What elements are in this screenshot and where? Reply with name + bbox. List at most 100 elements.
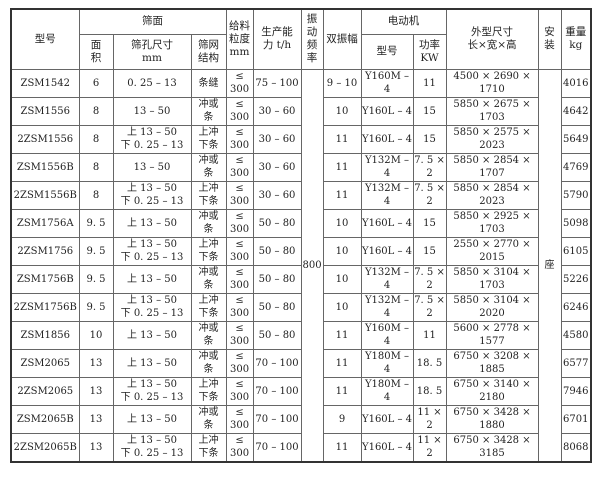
- header-feed-size: 给料 粒度 mm: [225, 8, 254, 70]
- header-motor-power: 功率 KW: [412, 33, 447, 70]
- text-line: ≤: [235, 323, 244, 334]
- text-line: 下 0. 25 – 13: [120, 196, 184, 207]
- header-area: 面积: [78, 33, 114, 70]
- text-line: 上 13 – 50: [127, 329, 177, 341]
- cell-motor-model: Y132M – 4: [360, 152, 414, 182]
- text-line: 300: [229, 224, 250, 235]
- cell-dimensions: 4500 × 2690 × 1710: [445, 68, 539, 98]
- text-line: ≤: [235, 99, 244, 110]
- cell-aperture: 上 13 – 50: [112, 264, 192, 294]
- cell-mesh: 冲或条: [190, 208, 227, 238]
- cell-aperture: 上 13 – 50: [112, 404, 192, 434]
- cell-area: 8: [78, 152, 114, 182]
- cell-motor-model: Y160L – 4: [360, 208, 414, 238]
- header-motor-model: 型号: [360, 33, 414, 70]
- text-line: 给料: [229, 19, 251, 32]
- text-line: 上冲: [198, 435, 219, 446]
- cell-feed: ≤300: [225, 348, 254, 378]
- cell-mesh: 冲或条: [190, 264, 227, 294]
- text-line: 13 – 50: [133, 161, 171, 173]
- text-line: 300: [229, 84, 250, 95]
- text-line: 13 – 50: [133, 105, 171, 117]
- header-weight: 重量 kg: [560, 8, 592, 70]
- text-line: 条: [203, 420, 214, 431]
- cell-mesh: 冲或条: [190, 320, 227, 350]
- text-line: 功率: [419, 38, 441, 51]
- text-line: 筛网: [198, 38, 219, 51]
- text-line: ≤: [235, 407, 244, 418]
- text-line: 上 13 – 50: [127, 295, 177, 306]
- table-row: 2ZSM2065 13 上 13 – 50 下 0. 25 – 13 上冲 下条 ≤300 7…: [10, 376, 592, 406]
- cell-dimensions: 6750 × 3140 × 2180: [445, 376, 539, 406]
- cell-area: 13: [78, 348, 114, 378]
- cell-capacity: 70 – 100: [252, 348, 302, 378]
- text-line: 下条: [198, 196, 219, 207]
- text-line: kg: [569, 39, 583, 52]
- cell-aperture: 13 – 50: [112, 96, 192, 126]
- cell-model: ZSM1556B: [10, 152, 80, 182]
- cell-model: ZSM1542: [10, 68, 80, 98]
- text-line: 300: [229, 196, 250, 207]
- cell-capacity: 30 – 60: [252, 152, 302, 182]
- cell-amplitude: 10: [322, 236, 362, 266]
- cell-mesh: 上冲 下条: [190, 292, 227, 322]
- header-dimensions: 外型尺寸 长×宽×高: [445, 8, 539, 70]
- text-line: 条: [203, 112, 214, 123]
- cell-weight: 4580: [560, 320, 592, 350]
- cell-motor-power: 15: [412, 96, 447, 126]
- text-line: 下 0. 25 – 13: [120, 448, 184, 459]
- header-aperture: 筛孔尺寸 mm: [112, 33, 192, 70]
- table-row: ZSM1556 8 13 – 50 冲或条 ≤300 30 – 60 10 Y160L – 4…: [10, 96, 592, 126]
- text-line: 300: [229, 252, 250, 263]
- text-line: 300: [229, 392, 250, 403]
- text-line: 装: [544, 39, 555, 52]
- text-line: ≤: [235, 351, 244, 362]
- text-line: 重量: [565, 26, 587, 39]
- cell-aperture: 上 13 – 50 下 0. 25 – 13: [112, 376, 192, 406]
- header-screen-surface: 筛面: [78, 8, 227, 35]
- cell-model: 2ZSM2065B: [10, 432, 80, 462]
- cell-mesh: 冲或条: [190, 404, 227, 434]
- cell-amplitude: 9: [322, 404, 362, 434]
- text-line: 上 13 – 50: [127, 357, 177, 369]
- cell-capacity: 50 – 80: [252, 292, 302, 322]
- table-row: 2ZSM1556 8 上 13 – 50 下 0. 25 – 13 上冲 下条 ≤300 30…: [10, 124, 592, 154]
- cell-motor-power: 11: [412, 320, 447, 350]
- cell-motor-power: 15: [412, 208, 447, 238]
- text-line: 冲或: [198, 99, 219, 110]
- cell-area: 9. 5: [78, 264, 114, 294]
- text-line: 300: [229, 280, 250, 291]
- cell-model: 2ZSM1556B: [10, 180, 80, 210]
- text-line: ≤: [235, 211, 244, 222]
- text-line: 300: [229, 140, 250, 151]
- text-line: 冲或: [198, 351, 219, 362]
- cell-motor-power: 7. 5 × 2: [412, 264, 447, 294]
- cell-area: 10: [78, 320, 114, 350]
- cell-feed: ≤300: [225, 376, 254, 406]
- cell-mesh: 上冲 下条: [190, 432, 227, 462]
- cell-dimensions: 5850 × 2675 × 1703: [445, 96, 539, 126]
- text-line: 300: [229, 364, 250, 375]
- text-line: 300: [229, 308, 250, 319]
- spec-table: 型号 筛面 给料 粒度 mm 生产能力 t/h 振动频率 双振幅 电动机 外型尺寸长…: [10, 8, 593, 463]
- text-line: 300: [229, 448, 250, 459]
- cell-area: 13: [78, 404, 114, 434]
- text-line: 冲或: [198, 155, 219, 166]
- text-line: 积: [90, 51, 102, 64]
- cell-motor-model: Y132M – 4: [360, 292, 414, 322]
- cell-feed: ≤300: [225, 264, 254, 294]
- table-row: 2ZSM1556B 8 上 13 – 50 下 0. 25 – 13 上冲 下条 ≤300 3…: [10, 180, 592, 210]
- text-line: ≤: [235, 183, 244, 194]
- text-line: 生产能: [261, 26, 293, 39]
- cell-capacity: 30 – 60: [252, 124, 302, 154]
- cell-mesh: 上冲 下条: [190, 124, 227, 154]
- cell-amplitude: 11: [322, 348, 362, 378]
- cell-capacity: 30 – 60: [252, 96, 302, 126]
- table-row: ZSM1856 10 上 13 – 50 冲或条 ≤300 50 – 80 11 Y160M …: [10, 320, 592, 350]
- cell-motor-model: Y132M – 4: [360, 180, 414, 210]
- text-line: 300: [229, 168, 250, 179]
- text-line: 下条: [198, 392, 219, 403]
- cell-weight: 4769: [560, 152, 592, 182]
- cell-motor-model: Y160L – 4: [360, 404, 414, 434]
